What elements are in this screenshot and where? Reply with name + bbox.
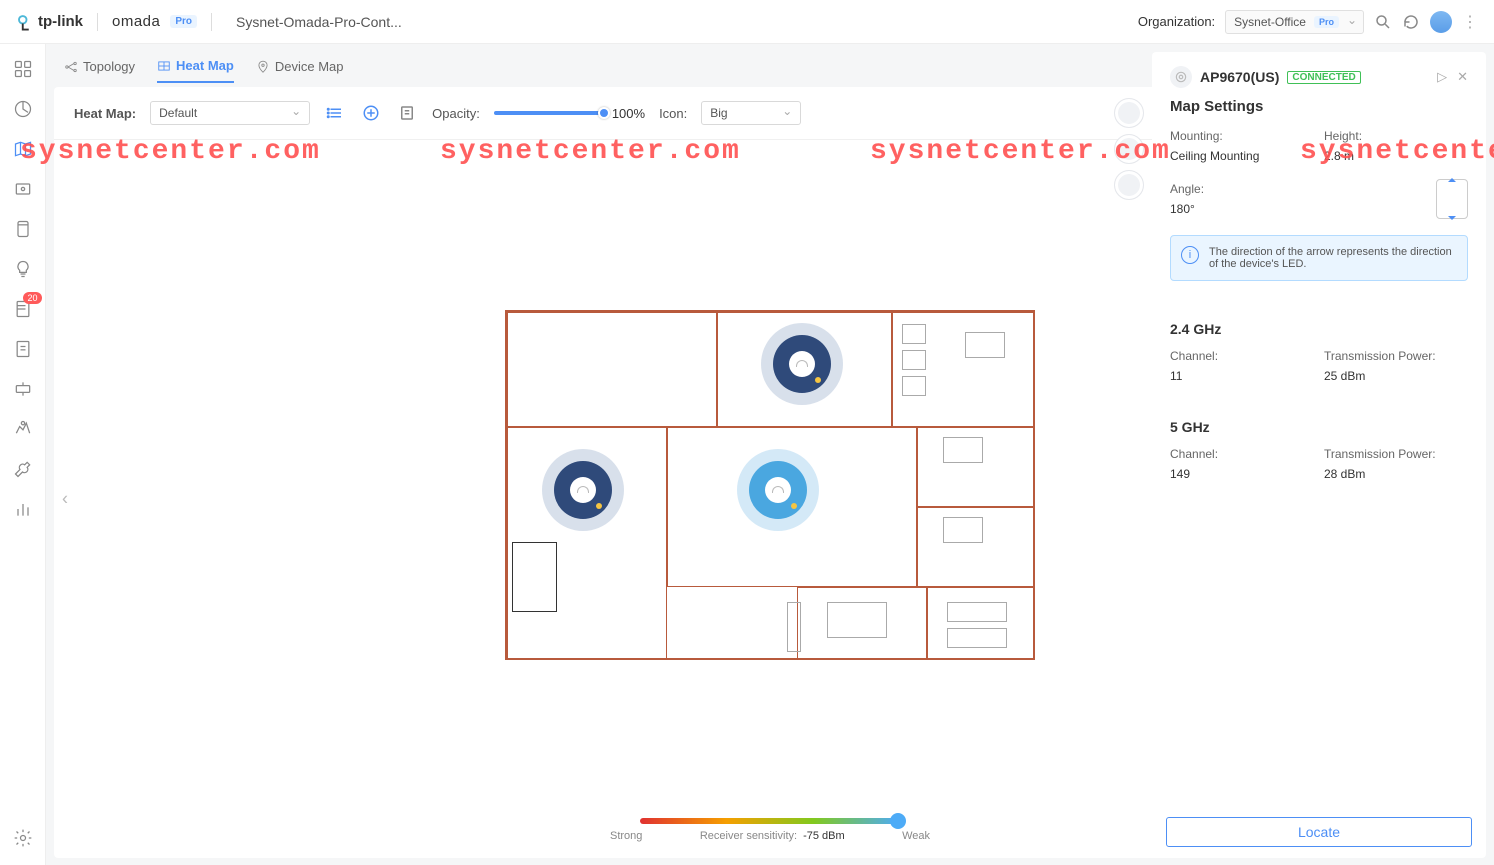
legend-gradient bbox=[640, 818, 900, 824]
omada-logo: omada bbox=[112, 13, 160, 30]
sidebar-clients-icon[interactable] bbox=[12, 218, 34, 240]
sidebar-gateway-icon[interactable] bbox=[12, 418, 34, 440]
direction-widget[interactable] bbox=[1436, 179, 1468, 219]
band5-channel-value: 149 bbox=[1170, 467, 1314, 481]
panel-header: AP9670(US) CONNECTED ▷ ✕ bbox=[1170, 66, 1468, 92]
band24-tx-label: Transmission Power: bbox=[1324, 349, 1468, 363]
device-icon bbox=[1170, 66, 1192, 88]
sidebar-dashboard-icon[interactable] bbox=[12, 58, 34, 80]
ap-device-ap1[interactable] bbox=[761, 323, 843, 405]
logo-group: tp-link omada Pro Sysnet-Omada-Pro-Cont.… bbox=[16, 13, 402, 31]
org-select[interactable]: Sysnet-Office Pro bbox=[1225, 10, 1364, 34]
height-label: Height: bbox=[1324, 129, 1468, 143]
angle-value: 180° bbox=[1170, 202, 1426, 216]
map-settings-title: Map Settings bbox=[1170, 98, 1468, 115]
add-icon[interactable] bbox=[360, 102, 382, 124]
info-icon: i bbox=[1181, 246, 1199, 264]
sidebar-insights-icon[interactable] bbox=[12, 258, 34, 280]
floorplan bbox=[505, 310, 1035, 660]
legend-weak: Weak bbox=[902, 830, 930, 842]
ap-device-ap3[interactable] bbox=[737, 449, 819, 531]
band24-channel-label: Channel: bbox=[1170, 349, 1314, 363]
tab-devicemap[interactable]: Device Map bbox=[256, 59, 344, 82]
band5-tx-value: 28 dBm bbox=[1324, 467, 1468, 481]
height-value: 2.8 m bbox=[1324, 149, 1468, 163]
avatar[interactable] bbox=[1430, 11, 1452, 33]
org-label: Organization: bbox=[1138, 14, 1215, 29]
collapse-left-icon[interactable]: ‹ bbox=[62, 489, 68, 510]
tab-heatmap[interactable]: Heat Map bbox=[157, 58, 234, 83]
sidebar-logs-icon[interactable]: 20 bbox=[12, 298, 34, 320]
list-icon[interactable] bbox=[324, 102, 346, 124]
band-5-title: 5 GHz bbox=[1170, 419, 1468, 435]
ap-thumbnail-column bbox=[1114, 98, 1144, 200]
right-panel: AP9670(US) CONNECTED ▷ ✕ Map Settings Mo… bbox=[1152, 52, 1486, 857]
angle-label: Angle: bbox=[1170, 182, 1426, 196]
sidebar-statistics-icon[interactable] bbox=[12, 98, 34, 120]
device-name: AP9670(US) bbox=[1200, 69, 1279, 85]
ap-device-ap2[interactable] bbox=[542, 449, 624, 531]
tab-topology[interactable]: Topology bbox=[64, 59, 135, 82]
sidebar-analytics-icon[interactable] bbox=[12, 498, 34, 520]
tplink-logo: tp-link bbox=[16, 13, 83, 31]
site-name: Sysnet-Omada-Pro-Cont... bbox=[236, 14, 402, 30]
icon-select[interactable]: Big bbox=[701, 101, 801, 125]
legend-marker[interactable] bbox=[890, 813, 906, 829]
panel-close-icon[interactable]: ✕ bbox=[1457, 69, 1468, 85]
sidebar-network-icon[interactable] bbox=[12, 378, 34, 400]
signal-legend: Strong Receiver sensitivity: -75 dBm Wea… bbox=[610, 818, 930, 842]
sidebar-settings-icon[interactable] bbox=[12, 827, 34, 849]
band-24-title: 2.4 GHz bbox=[1170, 321, 1468, 337]
sidebar-devices-icon[interactable] bbox=[12, 178, 34, 200]
sidebar-report-icon[interactable] bbox=[12, 338, 34, 360]
legend-sens-value: -75 dBm bbox=[803, 830, 845, 842]
pro-badge: Pro bbox=[170, 15, 197, 28]
refresh-icon[interactable] bbox=[1402, 13, 1420, 31]
note-icon[interactable] bbox=[396, 102, 418, 124]
locate-button[interactable]: Locate bbox=[1166, 817, 1472, 847]
heatmap-select[interactable]: Default bbox=[150, 101, 310, 125]
top-header: tp-link omada Pro Sysnet-Omada-Pro-Cont.… bbox=[0, 0, 1494, 44]
ap-thumb-3[interactable] bbox=[1114, 170, 1144, 200]
ap-thumb-2[interactable] bbox=[1114, 134, 1144, 164]
band5-channel-label: Channel: bbox=[1170, 447, 1314, 461]
mounting-label: Mounting: bbox=[1170, 129, 1314, 143]
direction-info: i The direction of the arrow represents … bbox=[1170, 235, 1468, 281]
band24-channel-value: 11 bbox=[1170, 369, 1314, 383]
band24-tx-value: 25 dBm bbox=[1324, 369, 1468, 383]
ap-thumb-1[interactable] bbox=[1114, 98, 1144, 128]
opacity-slider[interactable]: 100% bbox=[494, 106, 645, 121]
legend-sens-label: Receiver sensitivity: bbox=[700, 830, 797, 842]
sidebar-map-icon[interactable] bbox=[12, 138, 34, 160]
icon-label: Icon: bbox=[659, 106, 687, 121]
heatmap-label: Heat Map: bbox=[74, 106, 136, 121]
legend-strong: Strong bbox=[610, 830, 642, 842]
mounting-value: Ceiling Mounting bbox=[1170, 149, 1314, 163]
sidebar-tools-icon[interactable] bbox=[12, 458, 34, 480]
more-icon[interactable]: ⋮ bbox=[1462, 12, 1478, 32]
opacity-value: 100% bbox=[612, 106, 645, 121]
search-icon[interactable] bbox=[1374, 13, 1392, 31]
panel-next-icon[interactable]: ▷ bbox=[1437, 69, 1447, 85]
band5-tx-label: Transmission Power: bbox=[1324, 447, 1468, 461]
status-badge: CONNECTED bbox=[1287, 71, 1360, 84]
opacity-label: Opacity: bbox=[432, 106, 480, 121]
left-sidebar: 20 bbox=[0, 44, 46, 865]
